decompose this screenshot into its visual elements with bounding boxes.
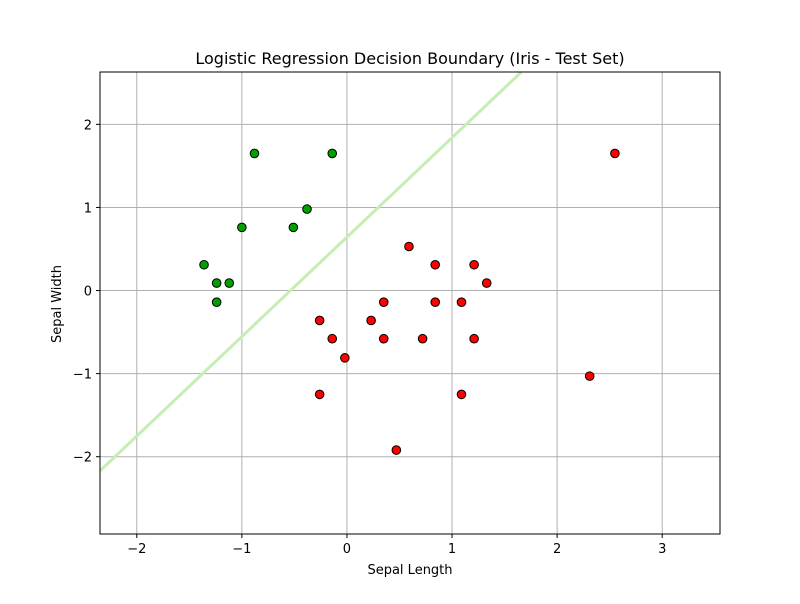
plot-area — [98, 70, 620, 472]
class-1-point — [456, 389, 467, 400]
class-1-point — [430, 259, 441, 270]
x-tick-label: 0 — [343, 542, 351, 557]
grid — [100, 72, 720, 534]
y-axis-label: Sepal Width — [50, 265, 65, 343]
class-0-point — [288, 222, 299, 233]
ticks: −2 −1 0 1 2 3 −2 −1 0 1 2 — [73, 118, 667, 557]
y-tick-label: −1 — [73, 368, 92, 383]
class-1-point — [378, 297, 389, 307]
chart-title: Logistic Regression Decision Boundary (I… — [195, 49, 624, 68]
class-1-point — [314, 315, 325, 326]
class-1-point — [469, 333, 479, 344]
class-0-point — [327, 148, 338, 159]
class-1-point — [584, 371, 595, 381]
y-tick-label: 0 — [84, 285, 92, 300]
y-tick-label: 2 — [84, 118, 92, 133]
class-0-point — [211, 278, 222, 288]
x-tick-label: 3 — [658, 542, 666, 557]
class-1-point — [391, 445, 402, 455]
class-0-point — [199, 259, 209, 270]
x-tick-label: 1 — [448, 542, 456, 557]
y-tick-label: 1 — [84, 201, 92, 216]
class-1-point — [469, 259, 479, 270]
decision-boundary-line — [98, 70, 523, 472]
y-tick-label: −2 — [73, 451, 92, 466]
class-1-point — [430, 297, 441, 307]
class-0-point — [237, 222, 247, 233]
x-tick-label: −1 — [232, 542, 251, 557]
x-tick-label: 2 — [553, 542, 561, 557]
class-0-point — [302, 204, 312, 214]
class-1-point — [456, 297, 467, 307]
class-1-point — [481, 278, 492, 288]
class-1-point — [610, 148, 620, 159]
class-1-point — [314, 389, 325, 400]
class-0-point — [224, 278, 235, 288]
x-axis-label: Sepal Length — [367, 563, 452, 578]
class-1-point — [378, 333, 389, 344]
axes-frame — [99, 71, 721, 535]
class-1-point — [327, 333, 338, 344]
class-1-point — [340, 353, 350, 363]
class-0-point — [249, 148, 260, 159]
class-1-point — [417, 333, 428, 344]
class-1-point — [366, 315, 376, 326]
class-0-point — [211, 297, 222, 307]
class-1-point — [404, 241, 414, 252]
x-tick-label: −2 — [127, 542, 146, 557]
